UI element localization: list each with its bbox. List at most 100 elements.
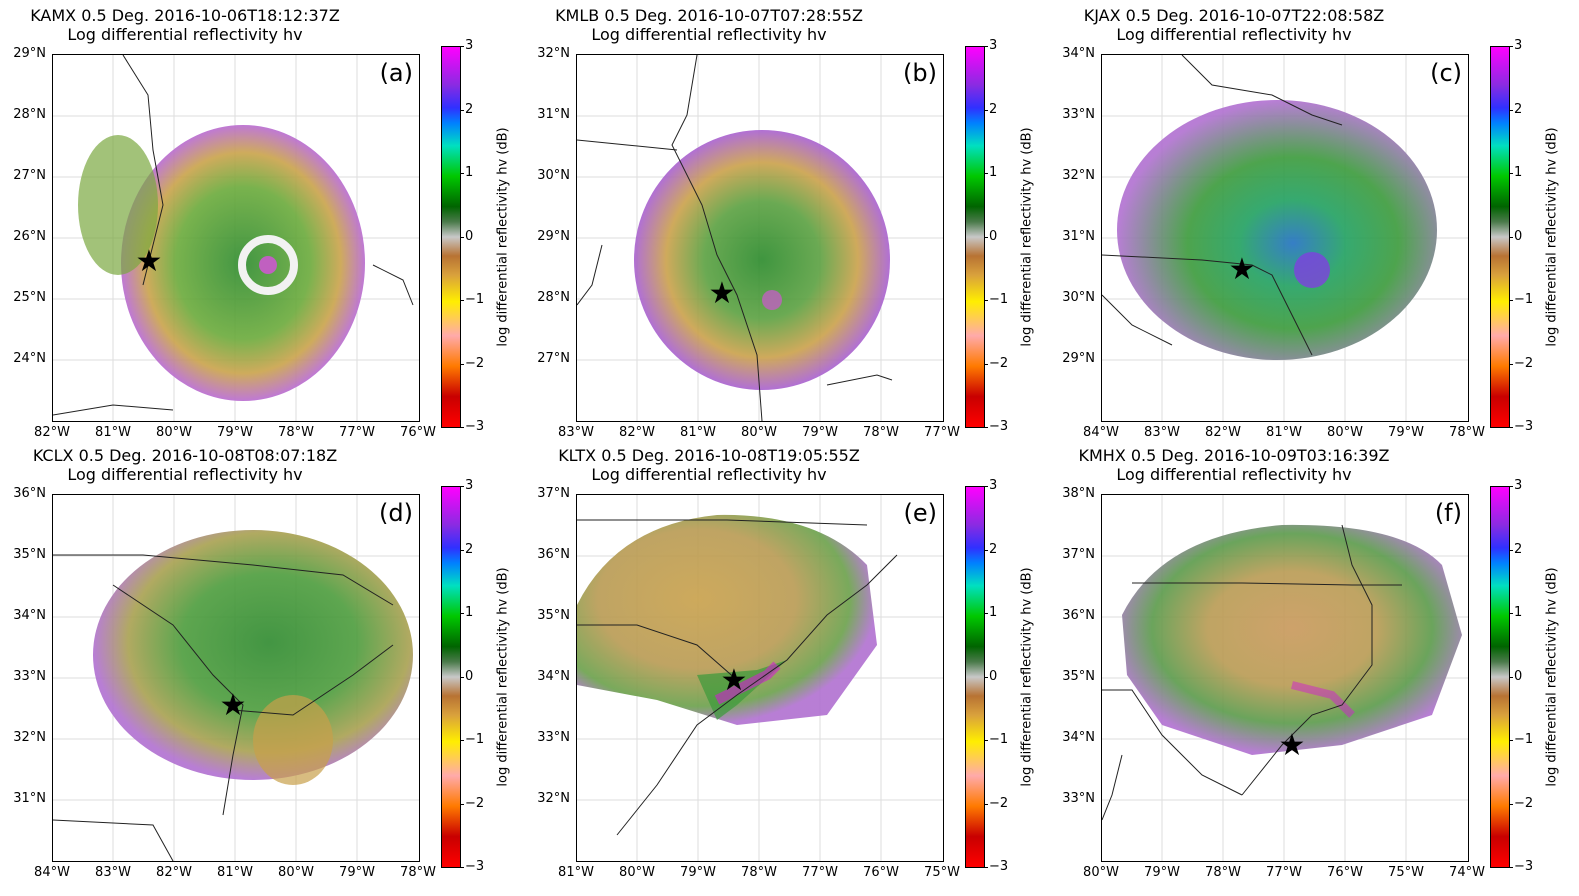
colorbar-tick: −3: [1508, 859, 1534, 874]
panel-letter: (c): [1430, 59, 1462, 87]
radar-map: ★ (c): [1101, 54, 1469, 422]
lat-label: 29°N: [1062, 351, 1095, 366]
colorbar-tick: 1: [459, 165, 474, 180]
panel-d: KCLX 0.5 Deg. 2016-10-08T08:07:18Z Log d…: [0, 440, 520, 880]
lon-label: 79°W: [1388, 425, 1424, 440]
colorbar: [441, 46, 461, 428]
lat-label: 30°N: [1062, 290, 1095, 305]
lat-label: 34°N: [1062, 46, 1095, 61]
lat-label: 36°N: [1062, 608, 1095, 623]
lon-label: 79°W: [339, 865, 375, 880]
lon-label: 78°W: [1205, 865, 1241, 880]
radar-map: ★ (b): [576, 54, 944, 422]
lat-label: 34°N: [13, 608, 46, 623]
lat-label: 32°N: [537, 791, 570, 806]
colorbar-label: log differential reflectivity hv (dB): [495, 567, 511, 787]
colorbar-tick: 1: [459, 605, 474, 620]
lat-label: 33°N: [13, 669, 46, 684]
colorbar-tick: 1: [983, 165, 998, 180]
lon-label: 78°W: [863, 425, 899, 440]
panel-subtitle: Log differential reflectivity hv: [67, 25, 303, 44]
colorbar-tick: 0: [1508, 669, 1523, 684]
radar-map: ★ (a): [52, 54, 420, 422]
panel-letter: (f): [1434, 499, 1462, 527]
lat-label: 29°N: [13, 46, 46, 61]
lat-label: 32°N: [537, 46, 570, 61]
panel-b: KMLB 0.5 Deg. 2016-10-07T07:28:55Z Log d…: [524, 0, 1044, 440]
colorbar-tick: −1: [983, 292, 1009, 307]
colorbar-tick: −1: [459, 732, 485, 747]
lon-label: 82°W: [34, 425, 70, 440]
lat-label: 37°N: [537, 486, 570, 501]
radar-site-star: ★: [136, 244, 163, 279]
lat-label: 30°N: [537, 168, 570, 183]
radar-map: ★ (f): [1101, 494, 1469, 862]
colorbar-tick: −2: [983, 356, 1009, 371]
colorbar-tick: 3: [459, 38, 474, 53]
lon-label: 75°W: [1388, 865, 1424, 880]
colorbar-tick: −1: [459, 292, 485, 307]
colorbar-tick: −3: [1508, 419, 1534, 434]
lon-label: 80°W: [1083, 865, 1119, 880]
lon-label: 81°W: [217, 865, 253, 880]
lat-label: 37°N: [1062, 547, 1095, 562]
lon-label: 76°W: [863, 865, 899, 880]
lon-label: 82°W: [1205, 425, 1241, 440]
lon-label: 80°W: [741, 425, 777, 440]
colorbar-label: log differential reflectivity hv (dB): [1544, 127, 1560, 347]
colorbar-tick: 2: [1508, 542, 1523, 557]
colorbar: [1490, 46, 1510, 428]
lon-label: 78°W: [1449, 425, 1485, 440]
colorbar-tick: −2: [459, 796, 485, 811]
lat-label: 35°N: [537, 608, 570, 623]
lon-label: 83°W: [558, 425, 594, 440]
colorbar-tick: 0: [1508, 229, 1523, 244]
lon-label: 80°W: [156, 425, 192, 440]
colorbar-label: log differential reflectivity hv (dB): [1019, 127, 1035, 347]
colorbar-label: log differential reflectivity hv (dB): [1019, 567, 1035, 787]
lon-label: 78°W: [278, 425, 314, 440]
lat-label: 35°N: [1062, 669, 1095, 684]
lat-label: 38°N: [1062, 486, 1095, 501]
colorbar-tick: 2: [1508, 102, 1523, 117]
colorbar-tick: 3: [1508, 38, 1523, 53]
lon-label: 79°W: [1144, 865, 1180, 880]
radar-title: KLTX 0.5 Deg. 2016-10-08T19:05:55Z: [558, 446, 860, 465]
panel-a: KAMX 0.5 Deg. 2016-10-06T18:12:37Z Log d…: [0, 0, 520, 440]
radar-site-star: ★: [709, 276, 736, 311]
lat-label: 34°N: [1062, 730, 1095, 745]
panel-f: KMHX 0.5 Deg. 2016-10-09T03:16:39Z Log d…: [1049, 440, 1569, 880]
panel-letter: (a): [379, 59, 413, 87]
lon-label: 78°W: [741, 865, 777, 880]
panel-subtitle: Log differential reflectivity hv: [1116, 465, 1352, 484]
lat-label: 26°N: [13, 229, 46, 244]
radar-site-star: ★: [1229, 252, 1256, 287]
panel-title: KJAX 0.5 Deg. 2016-10-07T22:08:58Z Log d…: [1049, 6, 1419, 44]
colorbar-tick: 2: [983, 102, 998, 117]
lat-label: 34°N: [537, 669, 570, 684]
lat-label: 24°N: [13, 351, 46, 366]
lon-label: 83°W: [95, 865, 131, 880]
colorbar-tick: 0: [459, 229, 474, 244]
radar-title: KCLX 0.5 Deg. 2016-10-08T08:07:18Z: [32, 446, 338, 465]
lon-label: 74°W: [1449, 865, 1485, 880]
lon-label: 82°W: [619, 425, 655, 440]
colorbar-label: log differential reflectivity hv (dB): [1544, 567, 1560, 787]
lon-label: 83°W: [1144, 425, 1180, 440]
lon-label: 81°W: [558, 865, 594, 880]
lat-label: 28°N: [537, 290, 570, 305]
colorbar-tick: 0: [983, 229, 998, 244]
lon-label: 81°W: [95, 425, 131, 440]
lat-label: 33°N: [537, 730, 570, 745]
lat-label: 25°N: [13, 290, 46, 305]
colorbar-label: log differential reflectivity hv (dB): [495, 127, 511, 347]
colorbar-tick: 1: [983, 605, 998, 620]
lon-label: 84°W: [1083, 425, 1119, 440]
lat-label: 32°N: [1062, 168, 1095, 183]
colorbar-tick: −1: [1508, 732, 1534, 747]
lon-label: 77°W: [339, 425, 375, 440]
colorbar-tick: 3: [459, 478, 474, 493]
lat-label: 31°N: [13, 791, 46, 806]
panel-subtitle: Log differential reflectivity hv: [591, 465, 827, 484]
colorbar-tick: 0: [983, 669, 998, 684]
